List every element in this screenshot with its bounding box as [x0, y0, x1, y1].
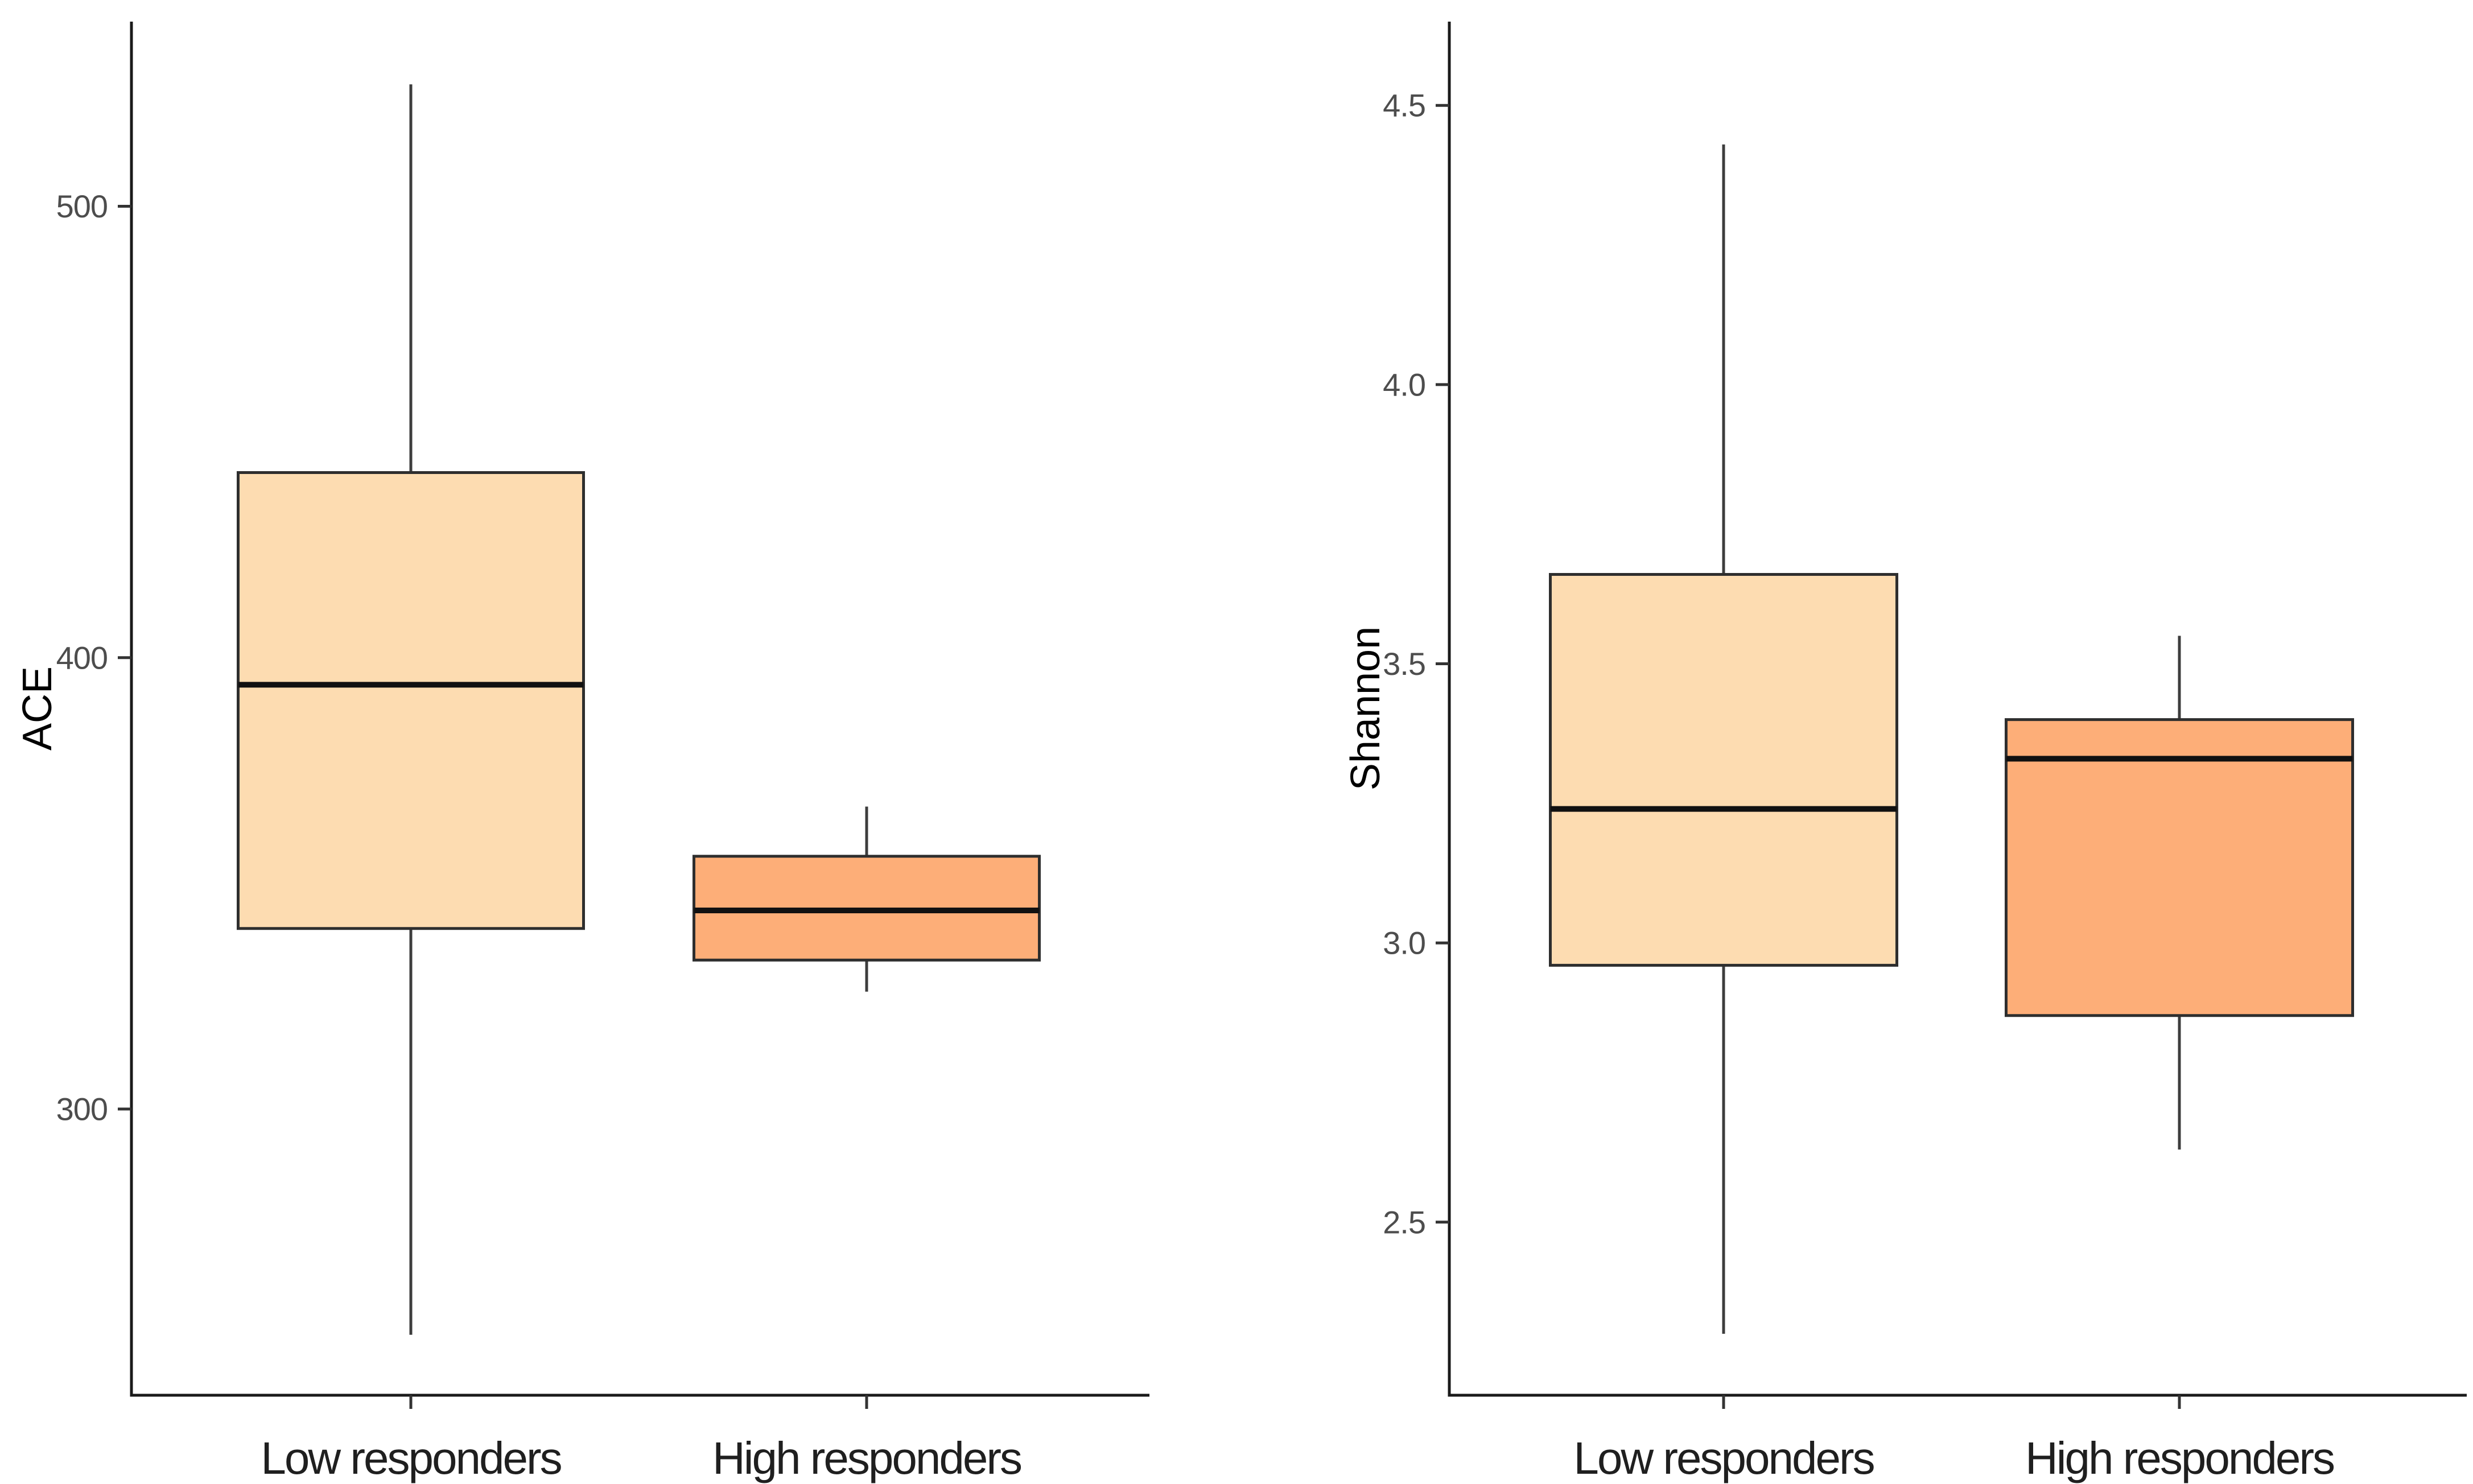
panel-ace: 300 400 500 Low responders High responders AC…: [15, 22, 1149, 1483]
y-tick-label: 4.5: [1383, 88, 1425, 123]
x-category-label: High responders: [712, 1433, 1021, 1483]
y-tick-label: 2.5: [1383, 1204, 1425, 1240]
box-iqr: [237, 471, 585, 930]
y-tick-label: 4.0: [1383, 366, 1425, 402]
x-category-label: Low responders: [261, 1433, 561, 1483]
y-axis-title: Shannon: [1343, 626, 1388, 790]
y-tick-label: 500: [56, 188, 108, 224]
y-tick-label: 400: [56, 640, 108, 675]
y-tick-label: 3.5: [1383, 646, 1425, 682]
y-tick-label: 3.0: [1383, 925, 1425, 961]
box-iqr: [2005, 718, 2354, 1017]
y-tick-label: 300: [56, 1091, 108, 1127]
x-category-label: Low responders: [1573, 1433, 1874, 1483]
y-axis-title: ACE: [15, 666, 60, 751]
x-category-label: High responders: [2025, 1433, 2334, 1483]
panel-shannon: 2.5 3.0 3.5 4.0 4.5 Low responders High respon…: [1343, 22, 2467, 1483]
box-iqr: [1549, 572, 1898, 967]
